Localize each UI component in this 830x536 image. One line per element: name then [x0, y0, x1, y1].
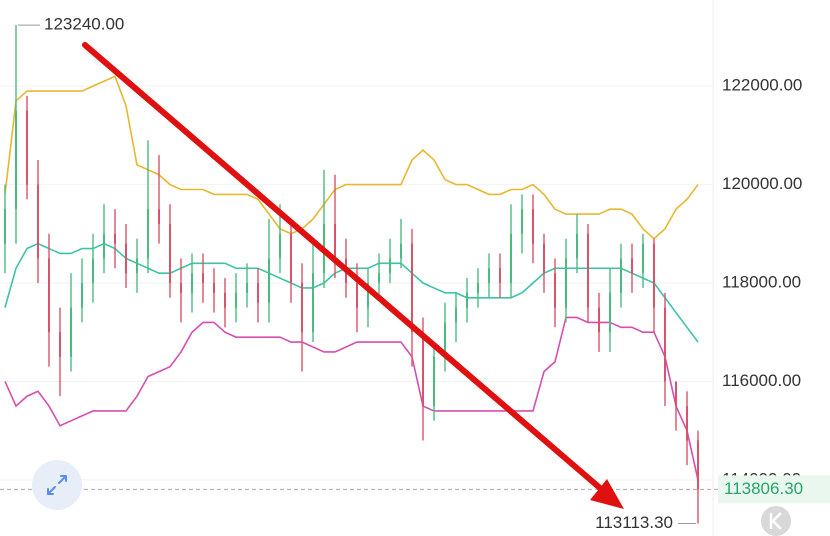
candle-body	[334, 223, 336, 259]
band-line	[4, 75, 699, 240]
candle-body	[48, 258, 50, 333]
candle-body	[598, 307, 600, 333]
candle-body	[455, 307, 457, 323]
candle-body	[400, 243, 402, 259]
candle-body	[532, 209, 534, 244]
candle-body	[158, 209, 160, 224]
candle-body	[565, 258, 567, 308]
candle-body	[477, 283, 479, 293]
candle-body	[554, 273, 556, 308]
candle-body	[411, 243, 413, 333]
trend-arrow	[82, 42, 624, 509]
candle-body	[290, 233, 292, 284]
band-line	[4, 242, 699, 343]
candle-body	[81, 283, 83, 308]
candle-body	[466, 292, 468, 308]
candle-body	[257, 283, 259, 303]
band-line	[4, 316, 699, 481]
candle-body	[378, 273, 380, 284]
candle-body	[664, 307, 666, 382]
candle-body	[521, 209, 523, 234]
candle-body	[224, 292, 226, 308]
arrow-head	[590, 479, 624, 509]
button-bg[interactable]	[32, 460, 82, 510]
candle-body	[191, 273, 193, 293]
candle-body	[136, 258, 138, 274]
candle-body	[26, 110, 28, 185]
candle-body	[246, 283, 248, 293]
candle-body	[213, 283, 215, 293]
candle-body	[92, 258, 94, 284]
candle-body	[37, 184, 39, 259]
candle-body	[433, 356, 435, 407]
candle-body	[367, 283, 369, 308]
candle-body	[444, 322, 446, 357]
candle-body	[114, 233, 116, 244]
last-price-label: 113806.30	[724, 479, 803, 498]
button-bg[interactable]	[761, 506, 791, 536]
candle-body	[301, 283, 303, 333]
candle-body	[268, 258, 270, 303]
min-label: 113113.30	[595, 513, 673, 532]
candle-body	[499, 268, 501, 284]
y-tick-label: 122000.00	[722, 76, 802, 95]
candle-body	[620, 258, 622, 293]
candle-body	[103, 233, 105, 259]
candle-body	[675, 381, 677, 407]
candle-body	[389, 258, 391, 274]
candle-body	[202, 273, 204, 284]
last-price-box	[718, 475, 830, 504]
candle-body	[125, 243, 127, 274]
candle-body	[642, 243, 644, 274]
expand-button[interactable]	[32, 460, 82, 510]
candle-body	[543, 243, 545, 274]
candle-body	[510, 233, 512, 284]
y-tick-label: 118000.00	[722, 272, 801, 291]
candle-body	[488, 268, 490, 284]
candle-body	[4, 209, 6, 244]
candle-body	[576, 233, 578, 259]
k-button[interactable]	[761, 506, 791, 536]
candle-body	[631, 258, 633, 274]
candle-body	[653, 243, 655, 308]
candle-body	[180, 283, 182, 293]
bands	[4, 75, 699, 481]
candle-body	[697, 440, 699, 490]
k-icon[interactable]	[769, 512, 782, 530]
candle-body	[609, 292, 611, 333]
candle-body	[422, 332, 424, 407]
max-label: 123240.00	[44, 15, 124, 34]
candle-body	[70, 307, 72, 357]
candle-body	[235, 292, 237, 308]
candle-body	[169, 223, 171, 284]
y-tick-label: 116000.00	[722, 371, 801, 390]
candle-body	[147, 209, 149, 259]
candle-body	[15, 110, 17, 210]
candle-body	[279, 233, 281, 259]
arrow-line	[82, 42, 603, 491]
candle-body	[312, 273, 314, 333]
candle-body	[356, 283, 358, 308]
candle-body	[686, 406, 688, 441]
candle-body	[587, 233, 589, 308]
expand-icon[interactable]	[47, 475, 67, 495]
overlay: 123240.00 113113.30 113806.30	[0, 15, 830, 532]
y-tick-label: 120000.00	[722, 174, 802, 193]
candle-body	[59, 332, 61, 357]
